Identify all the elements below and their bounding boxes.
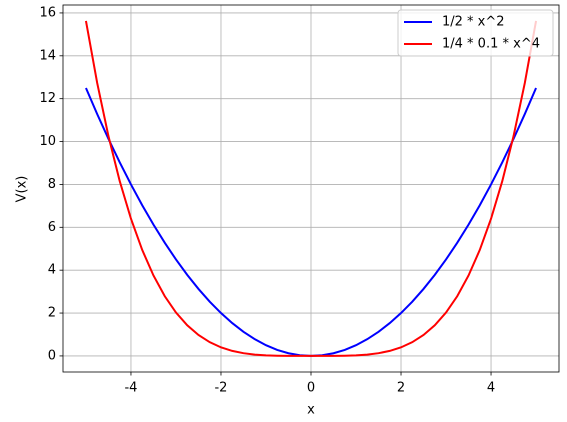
data-line [84,20,538,357]
y-tick-label: 12 [39,91,56,106]
legend-label: 1/2 * x^2 [442,15,505,30]
axes-frame [62,4,560,373]
x-tick-label: 0 [307,381,315,396]
y-axis-label: V(x) [15,176,30,203]
legend-label: 1/4 * 0.1 * x^4 [442,37,540,52]
x-axis-label: x [307,403,315,418]
x-tick-label: -2 [214,381,227,396]
y-tick-label: 0 [48,348,56,363]
y-tick-label: 4 [48,263,56,278]
y-tick-label: 10 [39,134,56,149]
x-tick-label: 4 [487,381,495,396]
y-tick-label: 2 [48,306,56,321]
x-tick-label: 2 [397,381,405,396]
y-tick-label: 8 [48,177,56,192]
y-tick-label: 6 [48,220,56,235]
x-tick-label: -4 [124,381,137,396]
legend-box [397,9,554,57]
y-tick-label: 16 [39,5,56,20]
y-tick-label: 14 [39,48,56,63]
